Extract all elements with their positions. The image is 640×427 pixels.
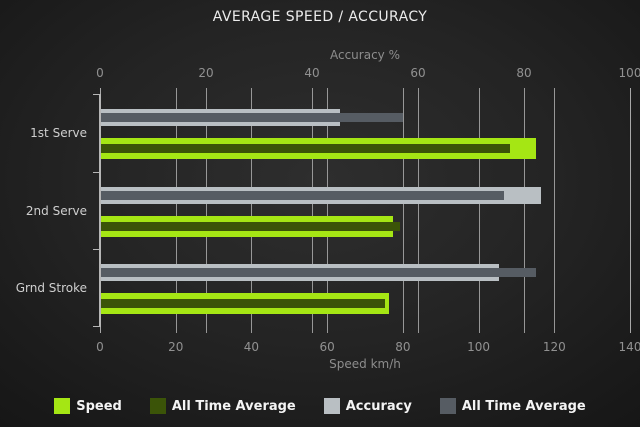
bar-speed_avg-1: [101, 144, 510, 153]
accuracy-average-swatch: [439, 398, 456, 414]
gridline-accuracy-60: [418, 88, 419, 333]
bottom-tick-0: 0: [96, 340, 104, 354]
category-label-3: Grnd Stroke: [15, 281, 87, 296]
chart-title: AVERAGE SPEED / ACCURACY: [212, 9, 428, 25]
top-tick-40: 40: [304, 66, 320, 80]
bar-accuracy_avg-3: [101, 268, 536, 278]
speed-swatch: [54, 398, 71, 414]
gridline-speed-40: [251, 88, 253, 333]
top-tick-0: 0: [96, 66, 104, 80]
legend-label: Speed: [76, 398, 122, 414]
y-axis-line: [99, 94, 101, 327]
legend-item-accuracy: Accuracy: [323, 398, 412, 414]
gridline-speed-140: [630, 88, 631, 333]
legend-label: Accuracy: [345, 398, 412, 414]
gridline-speed-60: [327, 88, 329, 333]
bottom-tick-120: 120: [542, 340, 566, 354]
bottom-tick-140: 140: [618, 340, 640, 354]
gridline-accuracy-80: [524, 88, 525, 333]
gridline-speed-20: [175, 88, 177, 333]
top-tick-80: 80: [516, 66, 532, 80]
bottom-tick-100: 100: [467, 340, 491, 354]
legend-item-accuracy-all-time-average: All Time Average: [439, 398, 586, 414]
top-axis-title: Accuracy %: [329, 48, 400, 62]
bottom-tick-40: 40: [243, 340, 260, 354]
gridline-speed-100: [478, 88, 480, 333]
legend-label: All Time Average: [461, 398, 586, 414]
bar-accuracy_avg-1: [101, 113, 404, 122]
bottom-tick-60: 60: [319, 340, 335, 354]
category-label-2: 2nd Serve: [25, 203, 87, 218]
category-label-1: 1st Serve: [30, 125, 87, 140]
gridline-speed-120: [554, 88, 556, 333]
top-tick-60: 60: [410, 66, 426, 80]
top-tick-100: 100: [618, 66, 640, 80]
bottom-axis-title: Speed km/h: [329, 357, 401, 371]
bottom-tick-80: 80: [395, 340, 411, 354]
plot-area: [93, 88, 631, 333]
gridline-accuracy-20: [206, 88, 207, 333]
y-axis-tick: [93, 171, 100, 173]
bottom-tick-20: 20: [168, 340, 184, 354]
gridline-accuracy-40: [312, 88, 313, 333]
gridline-speed-80: [402, 88, 404, 333]
accuracy-swatch: [323, 398, 340, 414]
legend-label: All Time Average: [171, 398, 296, 414]
speed-average-swatch: [149, 398, 166, 414]
y-axis-tick: [93, 326, 100, 327]
y-axis-tick: [93, 249, 100, 251]
legend: Speed All Time Average Accuracy All Time…: [0, 397, 640, 415]
legend-item-speed-all-time-average: All Time Average: [149, 398, 296, 414]
top-tick-20: 20: [198, 66, 214, 80]
bar-speed_avg-3: [101, 299, 385, 309]
y-axis-tick: [93, 94, 100, 95]
bar-speed_avg-2: [101, 221, 401, 231]
bar-accuracy_avg-2: [101, 190, 504, 200]
legend-item-speed: Speed: [54, 398, 122, 414]
